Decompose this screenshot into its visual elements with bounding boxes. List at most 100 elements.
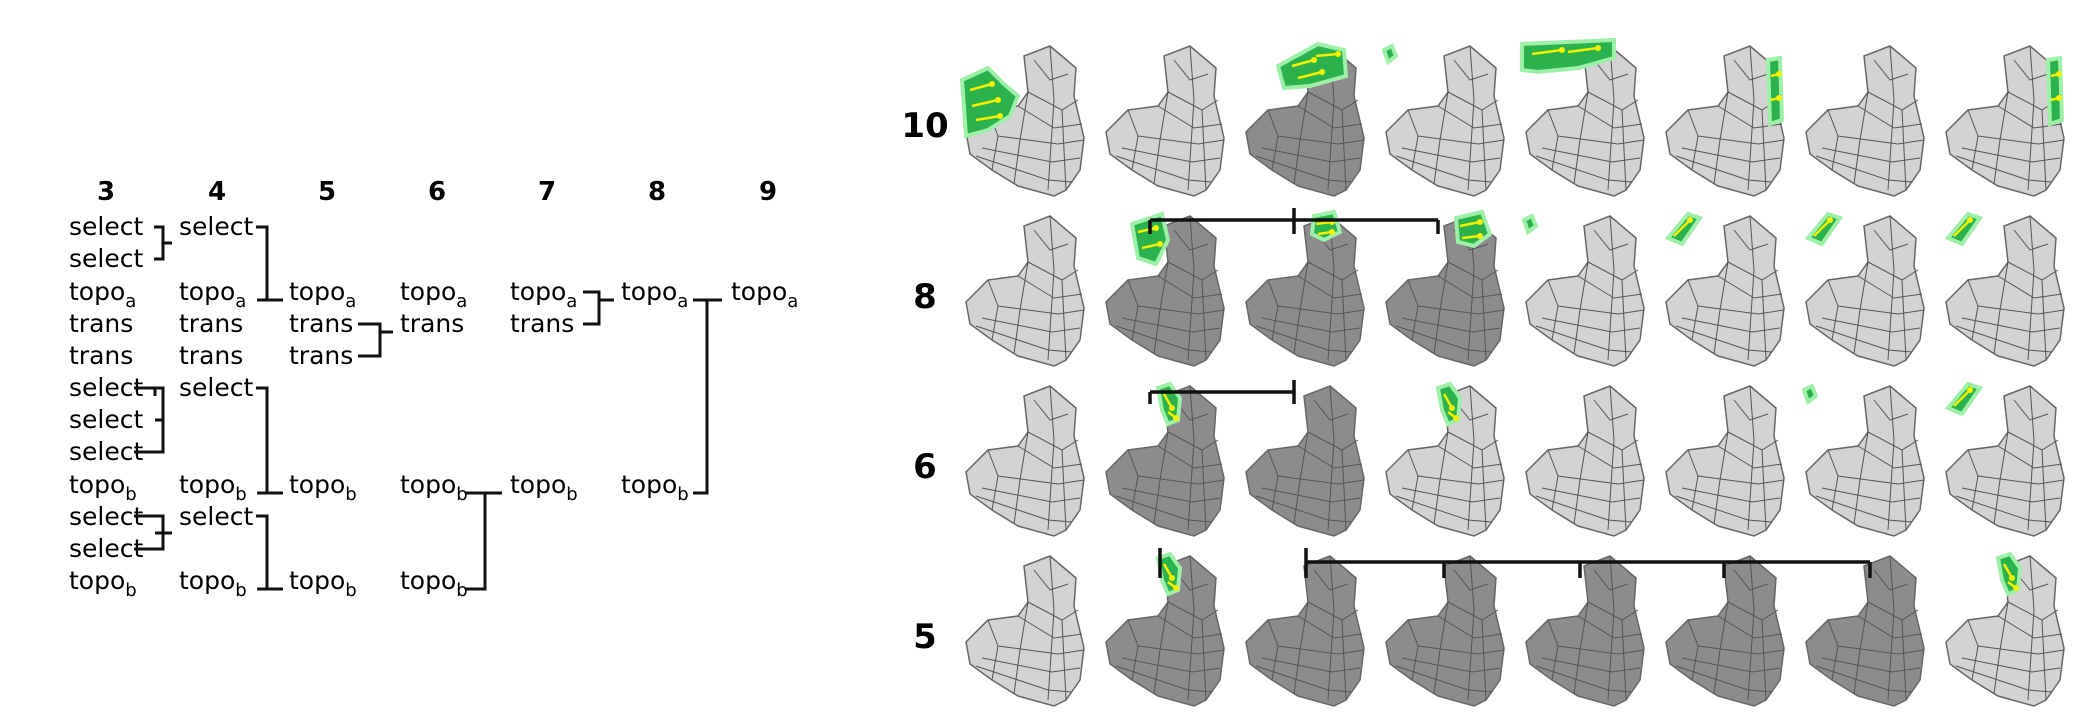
mesh-edge	[1061, 619, 1067, 701]
mesh-edge	[1873, 59, 1909, 81]
operation-label: topob	[69, 470, 137, 505]
operation-word: topo	[179, 566, 235, 595]
operation-word: topo	[400, 277, 456, 306]
mesh-edge	[1713, 261, 1729, 355]
level-label-5: 5	[913, 617, 937, 657]
mesh-edge	[1121, 657, 1221, 673]
mesh-edge	[1255, 325, 1353, 353]
mesh-edge	[1297, 445, 1363, 469]
direction-arrow	[1813, 219, 1831, 237]
mesh-edge	[1467, 555, 1475, 701]
mesh-edge	[1137, 305, 1225, 315]
mesh-edge	[1697, 475, 1785, 485]
operation-label: topob	[179, 470, 247, 505]
merge-bracket	[583, 290, 614, 326]
mesh-thumbnail	[965, 215, 1085, 367]
mesh-edge	[1593, 59, 1629, 81]
mesh-edge	[1297, 275, 1363, 299]
operation-label: select	[179, 502, 253, 531]
column-label-5: 5	[318, 177, 336, 207]
mesh-edge	[1967, 449, 1979, 511]
mesh-edge	[1993, 431, 2009, 525]
mesh-edge	[1733, 59, 1769, 81]
mesh-edge	[1277, 135, 1365, 145]
direction-arrow	[971, 98, 999, 108]
operation-word: trans	[510, 309, 574, 338]
mesh-thumbnail	[1105, 45, 1225, 197]
mesh-edge	[1675, 325, 1773, 353]
mesh-edge	[1857, 445, 1923, 469]
mesh-edge	[1961, 147, 2061, 163]
mesh-edge	[2041, 109, 2047, 191]
mesh-edge	[1401, 657, 1501, 673]
mesh-edge	[1481, 109, 1487, 191]
arrow-head	[1173, 415, 1179, 421]
mesh-edge	[1967, 109, 1979, 171]
mesh-thumbnail	[1525, 385, 1645, 537]
mesh-thumbnail	[1805, 555, 1925, 707]
hierarchy-connector	[1148, 380, 1296, 404]
mesh-edge	[1573, 431, 1589, 525]
mesh-edge	[1407, 109, 1419, 171]
mesh-edge	[997, 645, 1085, 655]
mesh-edge	[1121, 487, 1221, 503]
operation-word: topo	[289, 470, 345, 499]
mesh-body	[1105, 215, 1225, 367]
mesh-edge	[1267, 109, 1279, 171]
operation-word: select	[69, 212, 143, 241]
mesh-edge	[1815, 665, 1913, 693]
mesh-edge	[1607, 215, 1615, 361]
arrow-head	[1559, 47, 1565, 53]
mesh-edge	[1293, 91, 1309, 185]
mesh-edge	[1547, 449, 1559, 511]
mesh-thumbnail	[1945, 45, 2065, 197]
operation-label: select	[69, 534, 143, 563]
mesh-edge	[1733, 399, 1769, 421]
mesh-edge	[1977, 135, 2065, 145]
mesh-body	[1665, 215, 1785, 367]
mesh-edge	[1417, 475, 1505, 485]
mesh-edge	[1535, 155, 1633, 183]
mesh-edge	[1261, 317, 1361, 333]
mesh-body	[1105, 385, 1225, 537]
mesh-edge	[1573, 91, 1589, 185]
mesh-thumbnail	[1105, 381, 1225, 537]
mesh-edge	[1541, 317, 1641, 333]
mesh-edge	[1681, 317, 1781, 333]
operation-word: trans	[289, 341, 353, 370]
level-label-10: 10	[901, 106, 948, 146]
mesh-edge	[1747, 215, 1755, 361]
arrow-head	[1335, 51, 1341, 57]
level-label-6: 6	[913, 447, 937, 487]
operation-word: topo	[289, 277, 345, 306]
arrow-head	[2056, 71, 2062, 77]
mesh-edge	[1173, 59, 1209, 81]
direction-arrow	[1673, 219, 1691, 237]
mesh-edge	[1557, 135, 1645, 145]
mesh-edge	[1815, 325, 1913, 353]
mesh-edge	[1481, 619, 1487, 701]
mesh-edge	[1873, 229, 1909, 251]
operation-subscript: a	[787, 291, 798, 312]
mesh-edge	[1621, 619, 1627, 701]
operation-label: topoa	[731, 277, 798, 312]
mesh-edge	[1157, 105, 1223, 129]
arrow-head	[1169, 405, 1175, 411]
direction-arrow	[1953, 389, 1971, 407]
operation-label: trans	[69, 341, 133, 370]
merge-bracket	[134, 514, 172, 551]
highlight-patch	[1664, 211, 1704, 247]
mesh-edge	[1873, 569, 1909, 591]
arrow-head	[1477, 219, 1483, 225]
tree-links	[134, 225, 722, 591]
mesh-edge	[1481, 449, 1487, 531]
arrow-head	[1967, 387, 1973, 393]
mesh-edge	[1901, 109, 1907, 191]
mesh-edge	[1901, 619, 1907, 701]
mesh-edge	[1277, 645, 1365, 655]
operation-label: topob	[510, 470, 578, 505]
mesh-edge	[1033, 59, 1069, 81]
highlight-patch	[1129, 211, 1171, 267]
mesh-thumbnail	[1105, 211, 1225, 367]
mesh-edge	[1761, 109, 1767, 191]
